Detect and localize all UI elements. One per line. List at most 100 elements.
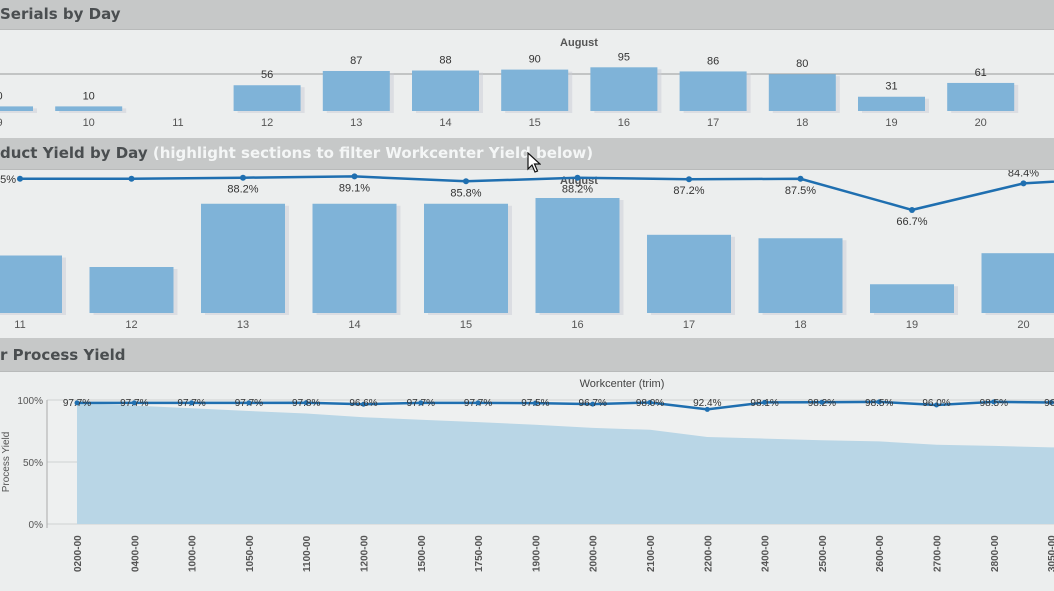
x-tick-label: 12	[125, 319, 137, 331]
yield-data-label: 87.2%	[673, 185, 704, 197]
x-tick-label: 1200-00	[360, 535, 371, 572]
process-yield-label: 97.7%	[63, 398, 91, 409]
bar	[0, 106, 33, 111]
x-tick-label: 15	[460, 319, 472, 331]
process-yield-label: 97.5%	[521, 398, 549, 409]
bar	[758, 238, 843, 313]
x-tick-label: 17	[683, 319, 695, 331]
product-yield-by-day-chart[interactable]: August11121314151617181920215%88.2%89.1%…	[0, 170, 1054, 338]
x-tick-label: 1000-00	[188, 535, 199, 572]
product-yield-panel-title: duct Yield by Day (highlight sections to…	[0, 144, 593, 162]
process-yield-point	[647, 399, 653, 405]
mouse-cursor-icon	[527, 152, 541, 173]
yield-data-label: 89.1%	[339, 182, 370, 194]
process-yield-point	[532, 400, 538, 406]
yield-data-label: 88.2%	[227, 184, 258, 196]
bar	[947, 82, 1015, 111]
process-yield-panel-header[interactable]: r Process Yield	[0, 338, 1054, 372]
process-yield-point	[876, 399, 882, 405]
yield-data-label: 5%	[0, 174, 16, 186]
process-yield-label: 97.7%	[464, 398, 492, 409]
bar	[55, 106, 123, 111]
yield-point	[17, 175, 23, 182]
yield-data-label: 84.4%	[1008, 170, 1039, 179]
y-axis-label: Process Yield	[1, 432, 12, 493]
x-tick-label: 2400-00	[761, 535, 772, 572]
process-yield-point	[246, 400, 252, 406]
bar	[858, 96, 925, 111]
data-label: 95	[618, 51, 630, 63]
yield-point	[686, 176, 692, 183]
data-label: 87	[350, 55, 362, 67]
cumulative-yield-area	[77, 402, 1054, 524]
bar	[412, 70, 479, 111]
process-yield-label: 98.2%	[808, 398, 836, 409]
yield-point	[128, 175, 135, 182]
process-yield-point	[819, 399, 825, 405]
product-yield-panel-header[interactable]: duct Yield by Day (highlight sections to…	[0, 138, 1054, 170]
data-label: 86	[707, 55, 719, 67]
bar	[233, 85, 301, 111]
data-label: 10	[83, 90, 95, 102]
process-yield-point	[762, 399, 768, 405]
product-yield-title-text: duct Yield by Day	[0, 144, 148, 162]
x-tick-label: 19	[906, 319, 918, 331]
x-tick-label: 1900-00	[531, 535, 542, 572]
process-yield-label: 97.7%	[120, 398, 148, 409]
process-yield-label: 96.7%	[579, 398, 607, 409]
x-tick-label: 0400-00	[130, 535, 141, 572]
bar	[679, 71, 747, 111]
data-label: 88	[439, 55, 451, 67]
process-yield-point	[303, 400, 309, 406]
yield-data-label: 88.2%	[562, 184, 593, 196]
x-tick-label: 2700-00	[933, 535, 944, 572]
chart-title: August	[560, 37, 598, 49]
yield-point	[351, 173, 358, 180]
process-yield-label: 98.5%	[980, 398, 1008, 409]
x-tick-label: 17	[707, 117, 719, 129]
yield-point	[909, 206, 915, 213]
process-yield-label: 97.7%	[235, 398, 263, 409]
bar	[424, 203, 508, 313]
process-yield-point	[131, 400, 137, 406]
y-tick-label: 50%	[23, 458, 43, 469]
process-yield-panel-title: r Process Yield	[0, 346, 126, 364]
x-tick-label: 18	[794, 319, 806, 331]
yield-point	[797, 175, 804, 182]
bar	[312, 203, 397, 313]
chart-title: Workcenter (trim)	[580, 378, 665, 390]
process-yield-point	[1048, 399, 1054, 405]
bar	[768, 74, 836, 111]
process-yield-label: 92.4%	[693, 398, 721, 409]
x-tick-label: 0200-00	[73, 535, 84, 572]
data-label: 80	[796, 58, 808, 70]
yield-data-label: 66.7%	[896, 216, 927, 228]
x-tick-label: 11	[14, 319, 25, 331]
serials-panel-title: Serials by Day	[0, 5, 121, 23]
bar	[870, 284, 954, 313]
process-yield-point	[475, 400, 481, 406]
serials-panel-header[interactable]: Serials by Day	[0, 0, 1054, 30]
x-tick-label: 9	[0, 117, 3, 129]
data-label: 90	[529, 54, 541, 66]
x-tick-label: 14	[348, 319, 360, 331]
x-tick-label: 1100-00	[302, 535, 313, 572]
process-yield-chart[interactable]: Workcenter (trim) 100% 50% 0% Process Yield 9…	[0, 372, 1054, 591]
bar	[201, 203, 285, 313]
x-tick-label: 16	[571, 319, 583, 331]
x-tick-label: 14	[439, 117, 451, 129]
x-tick-label: 13	[350, 117, 362, 129]
x-tick-label: 2600-00	[875, 535, 886, 572]
process-yield-chart-panel: Workcenter (trim) 100% 50% 0% Process Yield 9…	[0, 372, 1054, 591]
y-tick-label: 100%	[17, 396, 43, 407]
process-yield-point	[189, 400, 195, 406]
data-label: 56	[261, 69, 273, 81]
x-tick-label: 20	[975, 117, 987, 129]
bar	[501, 69, 569, 111]
serials-by-day-chart[interactable]: August 0 9 10 10 11 56 12 87 13 88 14 90 15 95 16 86 17 80…	[0, 30, 1054, 138]
x-tick-label: 16	[618, 117, 630, 129]
x-tick-label: 1500-00	[417, 535, 428, 572]
x-tick-label: 11	[172, 117, 183, 129]
bar	[590, 67, 658, 111]
x-tick-label: 13	[237, 319, 249, 331]
